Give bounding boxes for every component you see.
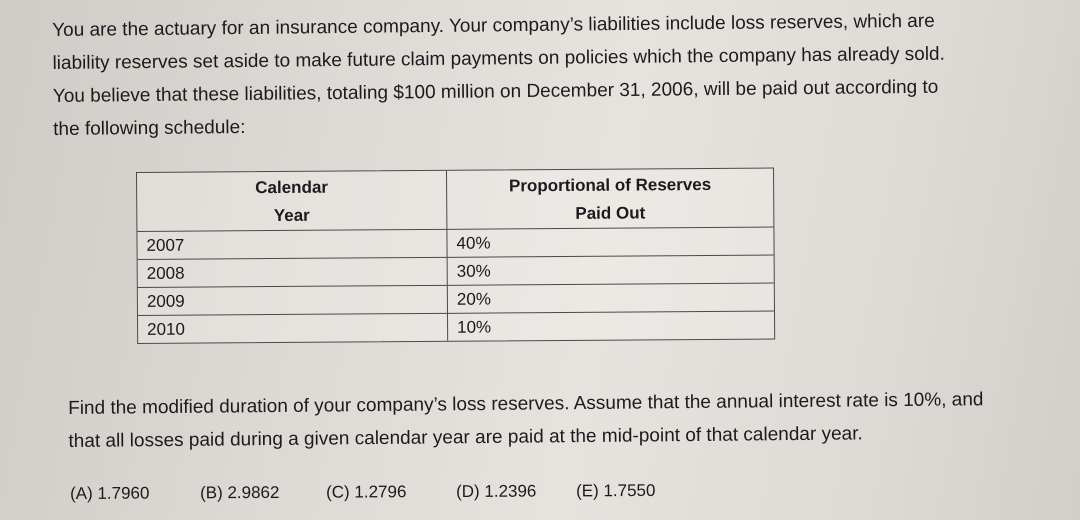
table-row: 2010 10% [138,311,774,343]
payout-schedule-table: Calendar Year Proportional of Reserves P… [136,167,776,344]
choice-e: (E) 1.7550 [575,480,656,501]
cell-proportion: 10% [457,317,492,337]
choice-c: (C) 1.2796 [325,482,407,502]
cell-year: 2010 [138,313,448,343]
cell-proportion: 30% [447,255,774,286]
cell-year: 2008 [137,257,448,288]
choice-d: (D) 1.2396 [455,481,537,501]
table-row: 2007 40% [137,227,774,260]
problem-intro: You are the actuary for an insurance com… [52,4,1043,146]
choice-b: (B) 2.9862 [199,482,280,503]
cell-proportion: 20% [447,283,774,314]
answer-choices: (A) 1.7960 (B) 2.9862 (C) 1.2796 (D) 1.2… [70,481,686,504]
choice-a: (A) 1.7960 [70,483,150,503]
header-proportion-paid: Proportional of Reserves Paid Out [446,168,774,230]
cell-proportion: 40% [446,227,774,258]
cell-year: 2009 [137,285,448,316]
table-header-row: Calendar Year Proportional of Reserves P… [137,168,774,232]
question-text: Find the modified duration of your compa… [68,382,1059,458]
table-row: 2009 20% [137,283,774,316]
header-calendar-year: Calendar Year [137,170,447,232]
table-row: 2008 30% [137,255,774,288]
cell-year: 2007 [137,229,448,260]
